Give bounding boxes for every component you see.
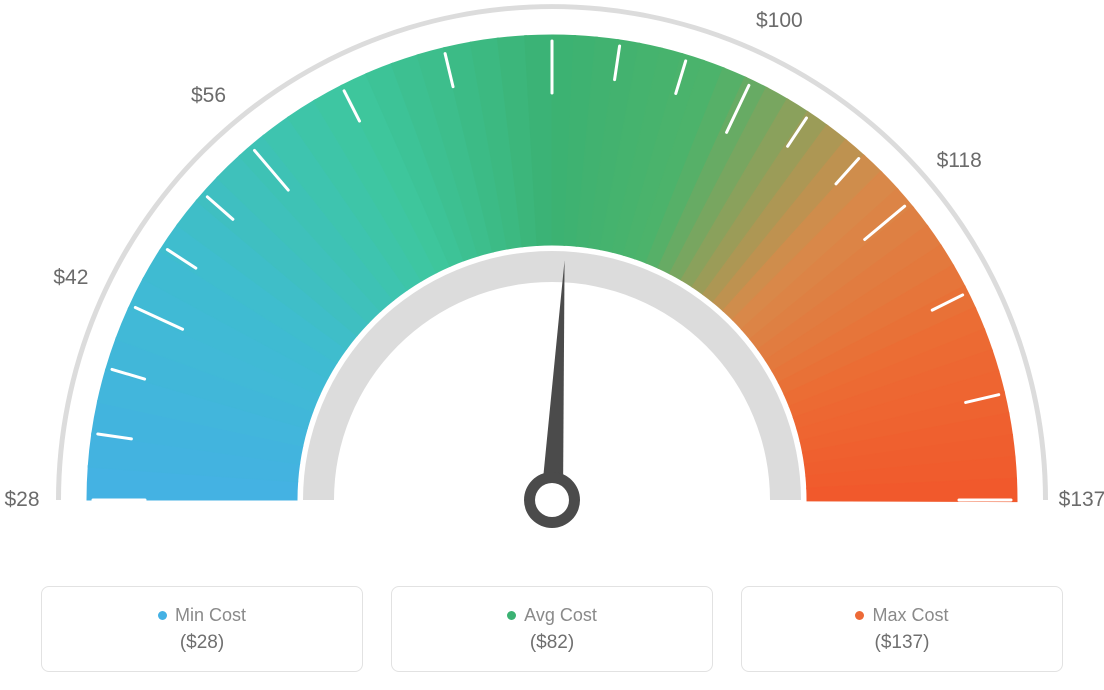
gauge-tick-label: $56 [191, 84, 226, 108]
gauge-tick-label: $100 [756, 9, 803, 33]
legend-row: Min Cost ($28) Avg Cost ($82) Max Cost (… [0, 586, 1104, 672]
legend-min-value: ($28) [180, 632, 224, 654]
gauge-svg [0, 0, 1104, 560]
legend-min: Min Cost ($28) [41, 586, 363, 672]
legend-min-label: Min Cost [175, 605, 246, 626]
gauge-area: $28$42$56$82$100$118$137 [0, 0, 1104, 560]
dot-icon [507, 611, 516, 620]
gauge-needle [541, 260, 565, 500]
legend-min-title: Min Cost [158, 605, 246, 626]
legend-max-value: ($137) [875, 632, 930, 654]
legend-max-title: Max Cost [855, 605, 948, 626]
gauge-tick-label: $137 [1059, 488, 1104, 512]
legend-max-label: Max Cost [872, 605, 948, 626]
gauge-tick-label: $28 [4, 488, 39, 512]
chart-root: $28$42$56$82$100$118$137 Min Cost ($28) … [0, 0, 1104, 690]
gauge-tick-label: $118 [937, 149, 982, 173]
legend-avg-title: Avg Cost [507, 605, 597, 626]
gauge-tick-label: $42 [53, 266, 88, 290]
gauge-needle-hub-hole [535, 483, 569, 517]
legend-avg-value: ($82) [530, 632, 574, 654]
legend-avg-label: Avg Cost [524, 605, 597, 626]
dot-icon [855, 611, 864, 620]
legend-max: Max Cost ($137) [741, 586, 1063, 672]
dot-icon [158, 611, 167, 620]
legend-avg: Avg Cost ($82) [391, 586, 713, 672]
